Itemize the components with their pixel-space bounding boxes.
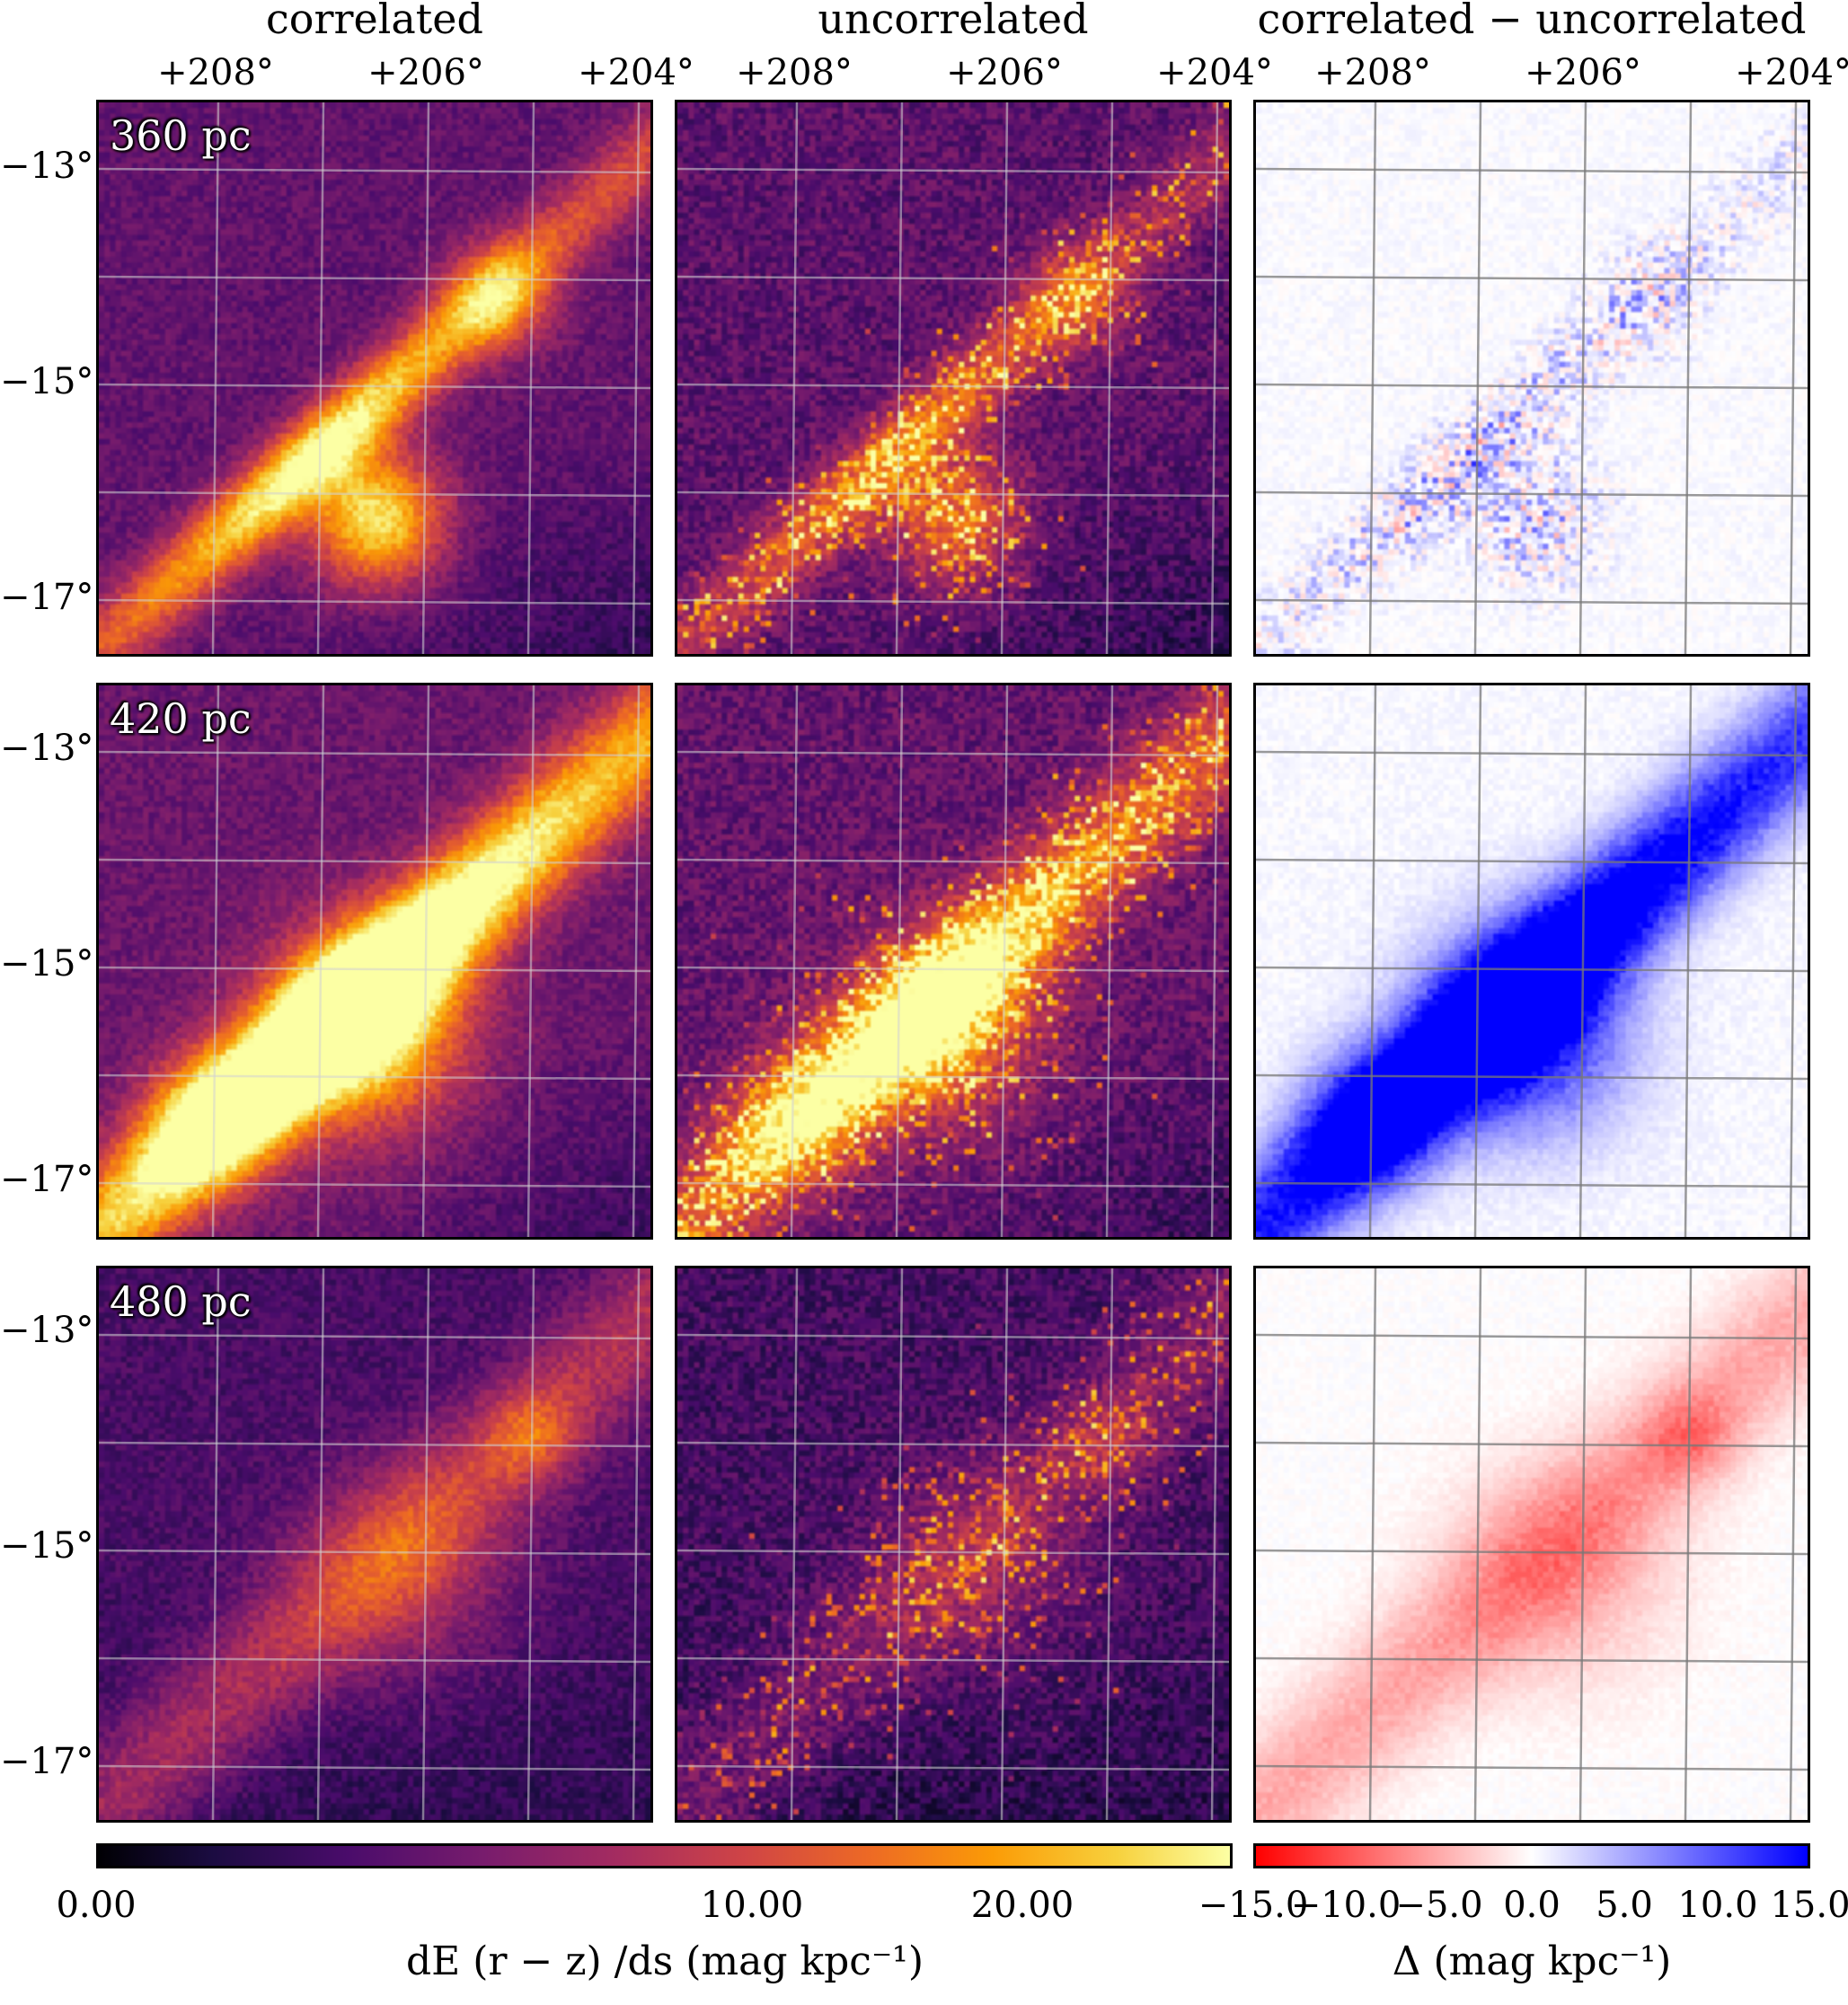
colorbar-main [96, 1843, 1233, 1868]
colorbar-diff-tick: 5.0 [1596, 1885, 1653, 1926]
map-correlated-360: 360 pc [96, 100, 653, 657]
map-correlated-480: 480 pc [96, 1266, 653, 1823]
extinction-map [677, 685, 1229, 1237]
distance-label: 420 pc [110, 694, 252, 743]
y-tick: −13° [0, 728, 94, 769]
y-tick: −15° [0, 361, 94, 402]
map-difference-420 [1253, 683, 1810, 1240]
distance-label: 480 pc [110, 1277, 252, 1326]
x-tick: +208° [1314, 52, 1431, 93]
extinction-map [99, 685, 650, 1237]
map-uncorrelated-480 [675, 1266, 1232, 1823]
y-tick: −17° [0, 1159, 94, 1200]
y-tick: −15° [0, 1525, 94, 1567]
x-tick: +208° [736, 52, 853, 93]
colorbar-diff-label: Δ (mag kpc⁻¹) [1392, 1939, 1672, 1984]
extinction-map [99, 1268, 650, 1820]
x-tick: +206° [367, 52, 484, 93]
colorbar-main-tick: 0.00 [56, 1885, 137, 1926]
y-tick: −17° [0, 1741, 94, 1782]
colorbar-diff-tick: −5.0 [1395, 1885, 1483, 1926]
difference-map [1256, 685, 1808, 1237]
extinction-map [99, 102, 650, 654]
colorbar-diff-tick: 10.0 [1677, 1885, 1758, 1926]
x-tick: +204° [1735, 52, 1848, 93]
colorbar-diff-tick: −15.0 [1198, 1885, 1309, 1926]
extinction-map [677, 1268, 1229, 1820]
map-correlated-420: 420 pc [96, 683, 653, 1240]
x-tick: +206° [946, 52, 1063, 93]
colorbar-main-label: dE (r − z) /ds (mag kpc⁻¹) [406, 1939, 924, 1984]
x-tick: +208° [157, 52, 274, 93]
map-uncorrelated-420 [675, 683, 1232, 1240]
colorbar-difference [1253, 1843, 1810, 1868]
x-tick: +206° [1525, 52, 1641, 93]
distance-label: 360 pc [110, 111, 252, 160]
colorbar-main-tick: 20.00 [970, 1885, 1074, 1926]
x-tick: +204° [1156, 52, 1273, 93]
y-tick: −17° [0, 577, 94, 618]
map-difference-480 [1253, 1266, 1810, 1823]
colorbar-diff-tick: −10.0 [1290, 1885, 1401, 1926]
extinction-map [677, 102, 1229, 654]
colorbar-diff-tick: 0.0 [1503, 1885, 1561, 1926]
y-tick: −13° [0, 146, 94, 187]
colorbar-diff-tick: 15.0 [1770, 1885, 1848, 1926]
colorbar-main-tick: 10.00 [700, 1885, 804, 1926]
y-tick: −15° [0, 943, 94, 985]
map-difference-360 [1253, 100, 1810, 657]
column-title-uncorrelated: uncorrelated [818, 0, 1089, 43]
difference-map [1256, 102, 1808, 654]
column-title-difference: correlated − uncorrelated [1257, 0, 1807, 43]
map-uncorrelated-360 [675, 100, 1232, 657]
y-tick: −13° [0, 1310, 94, 1351]
x-tick: +204° [578, 52, 694, 93]
difference-map [1256, 1268, 1808, 1820]
column-title-correlated: correlated [266, 0, 483, 43]
